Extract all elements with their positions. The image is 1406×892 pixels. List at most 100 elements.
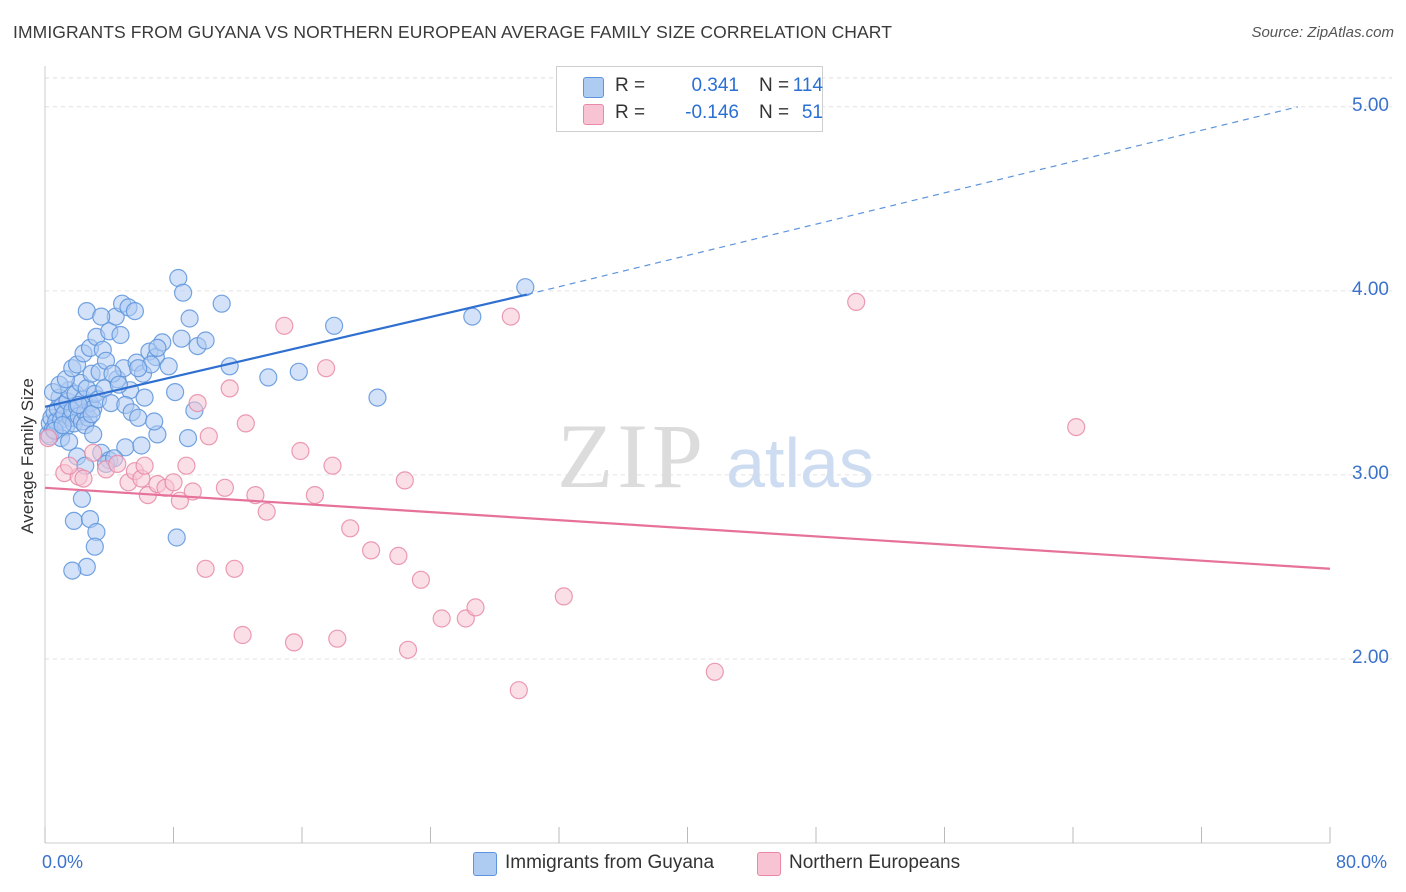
point-guyana — [172, 329, 191, 348]
point-northern-european — [135, 456, 154, 475]
legend-swatch-guyana — [583, 77, 604, 98]
point-guyana — [463, 307, 482, 326]
point-northern-european — [215, 478, 234, 497]
point-northern-european — [509, 681, 528, 700]
point-northern-european — [177, 456, 196, 475]
point-northern-european — [432, 609, 451, 628]
legend-n-label: N = — [759, 102, 790, 123]
bottom-legend-swatch-northern-european — [757, 852, 781, 876]
point-northern-european — [1067, 418, 1086, 437]
point-northern-european — [705, 662, 724, 681]
point-guyana — [63, 561, 82, 580]
point-northern-european — [196, 559, 215, 578]
point-guyana — [84, 425, 103, 444]
x-tick-label-min: 0.0% — [42, 852, 84, 872]
watermark-atlas: atlas — [726, 424, 874, 502]
point-guyana — [180, 309, 199, 328]
watermark-zip: ZIP — [557, 405, 707, 507]
point-guyana — [325, 316, 344, 335]
legend-n-value: 51 — [801, 102, 823, 123]
point-guyana — [135, 388, 154, 407]
watermark: ZIP atlas — [557, 405, 874, 507]
point-northern-european — [317, 359, 336, 378]
point-guyana — [166, 383, 185, 402]
point-northern-european — [84, 443, 103, 462]
bottom-legend-swatch-guyana — [473, 852, 497, 876]
point-northern-european — [74, 469, 93, 488]
legend-swatch-northern-european — [583, 104, 604, 125]
point-northern-european — [501, 307, 520, 326]
point-guyana — [125, 302, 144, 321]
series-guyana-points — [39, 268, 535, 580]
point-northern-european — [246, 486, 265, 505]
point-guyana — [85, 537, 104, 556]
legend-n-value: 114 — [792, 75, 823, 96]
point-northern-european — [164, 473, 183, 492]
point-northern-european — [305, 486, 324, 505]
point-northern-european — [847, 292, 866, 311]
point-northern-european — [39, 429, 58, 448]
y-tick-label: 2.00 — [1352, 646, 1389, 668]
point-guyana — [72, 489, 92, 508]
series-northern-european-points — [39, 292, 1086, 700]
gridlines — [45, 77, 1392, 660]
point-northern-european — [220, 379, 239, 398]
point-guyana — [178, 429, 198, 448]
point-northern-european — [328, 629, 347, 648]
point-northern-european — [284, 633, 304, 652]
point-northern-european — [291, 441, 310, 461]
point-guyana — [64, 511, 84, 531]
point-northern-european — [411, 570, 430, 589]
point-northern-european — [398, 640, 418, 659]
y-tick-label: 4.00 — [1352, 278, 1389, 300]
point-northern-european — [389, 546, 408, 566]
trend-line-northern-european — [44, 486, 1331, 570]
trend-line-guyana-extension — [526, 106, 1299, 296]
point-northern-european — [554, 587, 573, 606]
point-guyana — [174, 283, 193, 302]
legend-r-value: 0.341 — [691, 75, 739, 96]
y-tick-label: 5.00 — [1352, 94, 1389, 116]
point-guyana — [368, 388, 387, 407]
point-northern-european — [275, 316, 294, 335]
trend-lines — [44, 106, 1331, 570]
point-guyana — [129, 359, 148, 378]
point-guyana — [289, 362, 308, 381]
point-guyana — [111, 325, 130, 345]
legend-r-label: R = — [615, 102, 646, 123]
point-northern-european — [199, 427, 218, 446]
legend-r-label: R = — [615, 75, 646, 96]
legend-r-value: -0.146 — [685, 102, 739, 123]
trend-line-guyana — [44, 293, 528, 408]
point-guyana — [145, 412, 164, 431]
point-northern-european — [323, 456, 342, 475]
point-guyana — [92, 307, 111, 326]
correlation-legend: R = 0.341 N = 114 R = -0.146 N = 51 — [556, 66, 823, 132]
source-label: Source: ZipAtlas.com — [1251, 24, 1394, 41]
point-guyana — [196, 331, 215, 350]
point-northern-european — [257, 502, 276, 521]
point-guyana — [148, 338, 167, 357]
x-tick-label-max: 80.0% — [1336, 852, 1388, 872]
point-northern-european — [233, 625, 252, 645]
point-northern-european — [341, 519, 360, 538]
point-guyana — [59, 432, 79, 451]
point-guyana — [129, 408, 148, 427]
point-northern-european — [188, 394, 207, 413]
point-guyana — [132, 436, 151, 455]
legend-n-label: N = — [759, 75, 790, 96]
point-northern-european — [395, 471, 414, 490]
point-northern-european — [108, 454, 127, 473]
point-guyana — [212, 294, 231, 313]
point-northern-european — [236, 414, 255, 433]
point-northern-european — [466, 598, 485, 617]
bottom-legend-label-northern-european: Northern Europeans — [789, 852, 961, 873]
point-guyana — [159, 357, 178, 376]
point-guyana — [220, 357, 239, 376]
point-northern-european — [362, 541, 381, 560]
point-northern-european — [225, 559, 244, 578]
point-guyana — [259, 368, 278, 387]
point-guyana — [167, 528, 186, 547]
bottom-legend-label-guyana: Immigrants from Guyana — [505, 852, 715, 873]
